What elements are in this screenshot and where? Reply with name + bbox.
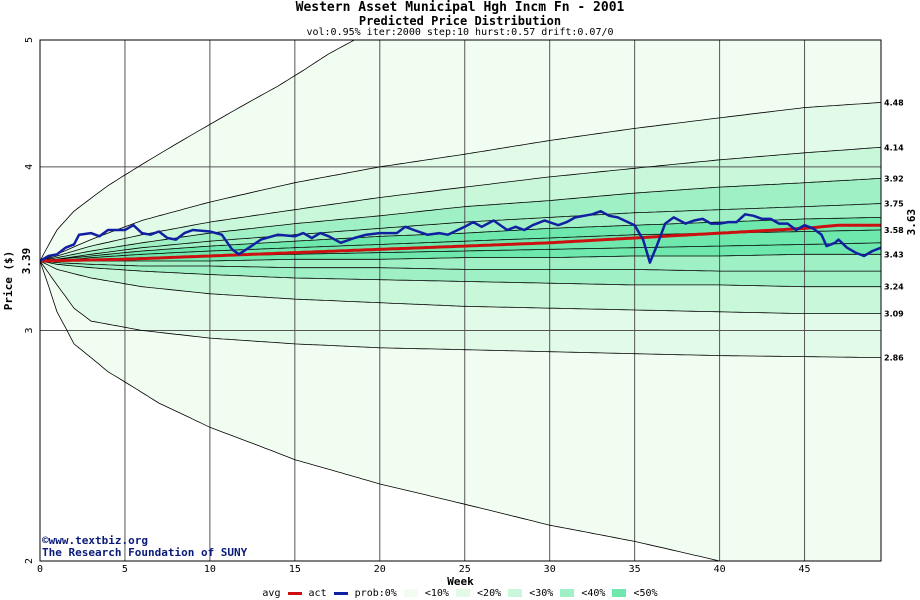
legend-band-label-2: <30%: [529, 588, 554, 599]
band-50pct: [40, 217, 881, 261]
series-act-line: [39, 209, 882, 264]
credit-website: ©www.textbiz.org: [42, 534, 148, 547]
right-label: 3.75: [884, 200, 904, 209]
y-tick-label: 3: [24, 327, 35, 333]
legend-band-swatch-4: [612, 589, 627, 597]
right-quantile-labels: 4.48 4.14 3.92 3.75 3.58 3.43 3.24 3.09 2.86: [884, 98, 904, 362]
legend-band-swatch-2: [508, 589, 523, 597]
y-axis-ticks: 2 3 4 5: [24, 37, 35, 564]
y-tick-label: 5: [24, 37, 35, 43]
y-tick-label: 2: [24, 558, 35, 564]
quantile-curve-q_3.66: [39, 217, 882, 262]
quantile-curve-q_4.48: [39, 102, 882, 262]
legend-prob-label: prob:0%: [354, 588, 397, 599]
right-label: 3.43: [884, 250, 904, 259]
x-tick-label: 5: [122, 564, 128, 575]
quantile-curve-lower_outer: [39, 260, 720, 562]
legend-band-swatch-0: [403, 589, 418, 597]
x-tick-label: 30: [544, 564, 556, 575]
quantile-curve-upper_outer: [39, 39, 355, 262]
y-axis-label: Price ($): [2, 251, 15, 311]
simulation-params: vol:0.95% iter:2000 step:10 hurst:0.57 d…: [306, 27, 614, 38]
price-series: [39, 209, 882, 264]
x-tick-label: 10: [204, 564, 216, 575]
chart-subtitle: Predicted Price Distribution: [358, 14, 562, 28]
x-axis-ticks: 0 5 10 15 20 25 30 35 40 45: [37, 564, 811, 575]
final-actual-label: 3.63: [905, 209, 918, 236]
right-label: 3.58: [884, 226, 904, 235]
right-label: 2.86: [884, 354, 904, 363]
legend-band-swatch-1: [456, 589, 470, 597]
legend: avg act prob:0% <10% <20% <30% <40% <50%: [0, 588, 920, 599]
legend-band-label-4: <50%: [633, 588, 658, 599]
x-tick-label: 40: [714, 564, 726, 575]
legend-avg-label: avg: [262, 588, 281, 599]
quantile-curve-q_3.09: [39, 260, 881, 314]
right-label: 3.24: [884, 283, 904, 292]
chart-title: Western Asset Municipal Hgh Incm Fn - 20…: [295, 0, 625, 15]
x-tick-label: 20: [374, 564, 386, 575]
credit-organization: The Research Foundation of SUNY: [42, 546, 248, 559]
x-axis-label: Week: [447, 575, 474, 588]
probability-bands: [40, 40, 881, 561]
plot-border: [39, 39, 882, 562]
legend-avg-swatch: [287, 591, 302, 595]
right-label: 3.92: [884, 174, 904, 183]
series-avg-line: [39, 223, 881, 263]
x-tick-label: 0: [37, 564, 43, 575]
quantile-curve-q_4.14: [39, 146, 882, 262]
quantile-curve-q_3.43: [40, 253, 881, 262]
legend-act-label: act: [308, 588, 327, 599]
legend-band-label-1: <20%: [477, 588, 502, 599]
right-label: 4.48: [884, 98, 904, 107]
right-label: 4.14: [884, 143, 904, 152]
x-tick-label: 45: [799, 564, 811, 575]
quantile-curve-q_3.33: [39, 260, 881, 272]
y-tick-label: 4: [24, 164, 35, 170]
quantile-curve-q_3.24: [39, 260, 881, 288]
x-tick-label: 35: [629, 564, 641, 575]
start-price-label: 3.39: [20, 248, 33, 275]
quantile-curve-q_2.86: [39, 260, 881, 358]
quantile-curve-q_3.75: [39, 203, 882, 262]
x-tick-label: 25: [459, 564, 471, 575]
x-tick-label: 15: [289, 564, 301, 575]
legend-band-swatch-3: [560, 589, 575, 597]
legend-band-label-0: <10%: [424, 588, 449, 599]
legend-act-swatch: [333, 591, 348, 595]
legend-band-label-3: <40%: [581, 588, 606, 599]
right-label: 3.09: [884, 310, 904, 319]
